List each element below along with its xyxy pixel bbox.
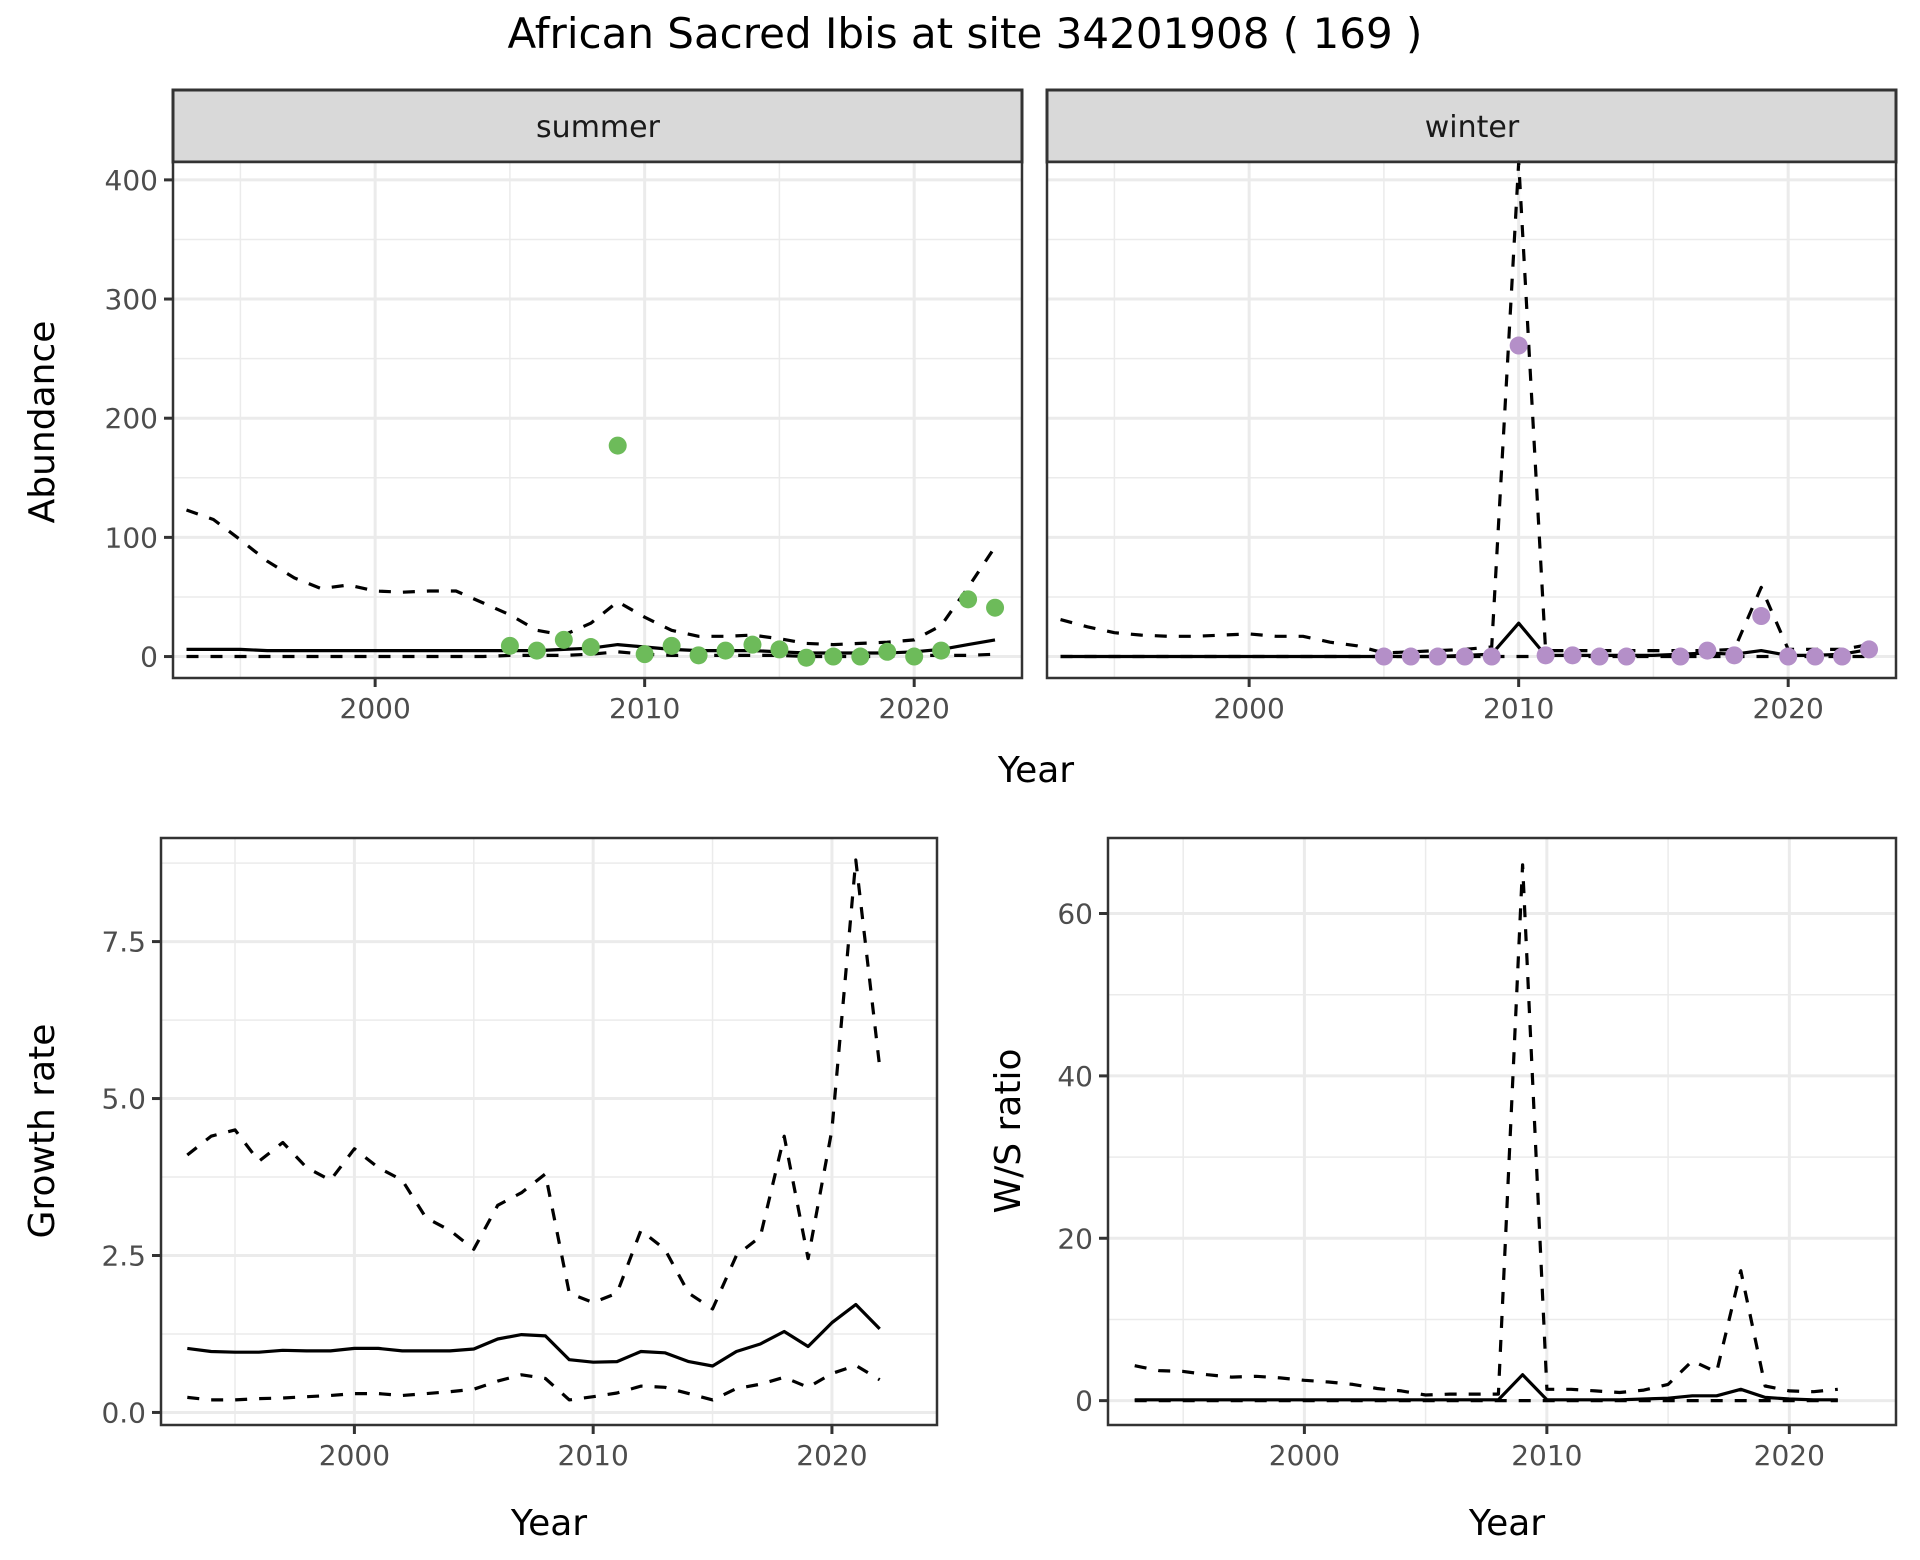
x-tick-label: 2000 [340,692,411,725]
x-tick-label: 2000 [1214,692,1285,725]
panel-frame [1045,160,1898,680]
data-point [1536,646,1555,665]
ws-x-axis-title: Year [1468,1503,1545,1544]
x-tick-label: 2010 [558,1439,629,1472]
data-point [1779,647,1798,666]
ws-y-axis-title: W/S ratio [988,1048,1029,1213]
data-point [689,646,708,665]
plot-background [1108,838,1896,1425]
x-tick-label: 2020 [879,692,950,725]
data-point [743,635,762,654]
y-tick-label: 0 [1075,1385,1093,1418]
series-line-estimate [187,1302,881,1368]
x-tick-label: 2010 [1511,1439,1582,1472]
data-point [608,436,627,455]
data-point [1806,647,1825,666]
y-tick-label: 100 [105,521,158,554]
x-tick-label: 2020 [1754,1439,1825,1472]
data-point [770,640,789,659]
data-point [1428,647,1447,666]
strip-winter [1045,88,1898,164]
data-point [716,641,735,660]
data-point [1401,647,1420,666]
data-point [527,641,546,660]
data-point [959,590,978,609]
y-tick-label: 0.0 [101,1396,146,1429]
y-tick-label: 200 [105,402,158,435]
top-x-axis-title: Year [997,750,1074,791]
x-tick-label: 2020 [1753,692,1824,725]
data-point [500,636,519,655]
panel-abundance-winter: 2000 2010 2020 [1045,160,1898,725]
panel-frame [171,160,1024,680]
data-point [1563,646,1582,665]
strip-label-summer: summer [536,110,661,145]
y-tick-label: 7.5 [101,926,146,959]
plot-background [173,162,1022,678]
data-point [554,630,573,649]
growth-y-axis-title: Growth rate [22,1024,63,1239]
data-point [1590,647,1609,666]
data-point [635,645,654,664]
x-tick-label: 2020 [796,1439,867,1472]
panel-ws-ratio: 2000 2010 2020 0 20 40 60 [1057,836,1898,1472]
x-tick-label: 2010 [1483,692,1554,725]
panel-frame [159,836,939,1427]
data-point [1752,607,1771,626]
data-point [1725,646,1744,665]
plot-background [161,838,937,1425]
panel-abundance-summer: 2000 2010 2020 0 100 200 300 400 [105,160,1024,725]
data-point [851,647,870,666]
data-point [824,647,843,666]
top-y-axis-title: Abundance [22,321,63,524]
y-tick-label: 20 [1057,1222,1093,1255]
y-tick-label: 40 [1057,1060,1093,1093]
data-point [581,638,600,657]
y-tick-label: 5.0 [101,1083,146,1116]
data-point [1833,647,1852,666]
y-tick-label: 2.5 [101,1239,146,1272]
data-point [878,642,897,661]
y-tick-label: 0 [140,641,158,674]
figure-title: African Sacred Ibis at site 34201908 ( 1… [508,9,1423,58]
data-point [1698,641,1717,660]
panel-frame [1106,836,1898,1427]
data-point [797,648,816,667]
data-point [1509,336,1528,355]
data-point [1482,647,1501,666]
series-line-upper [186,858,882,1311]
data-point [905,647,924,666]
data-point [932,641,951,660]
data-point [1455,647,1474,666]
data-point [1860,640,1879,659]
growth-x-axis-title: Year [510,1503,587,1544]
strip-label-winter: winter [1425,110,1520,145]
y-tick-label: 60 [1057,898,1093,931]
panel-growth-rate: 2000 2010 2020 0.0 2.5 5.0 7.5 [101,836,939,1472]
x-tick-label: 2000 [319,1439,390,1472]
data-point [986,598,1005,617]
y-tick-label: 300 [105,283,158,316]
data-point [662,636,681,655]
data-point [1617,647,1636,666]
series-line-estimate [1134,1373,1838,1402]
strip-summer [171,88,1024,164]
data-point [1374,647,1393,666]
x-tick-label: 2010 [609,692,680,725]
y-tick-label: 400 [105,164,158,197]
series-line-upper [185,508,997,647]
plot-background [1047,162,1896,678]
data-point [1671,647,1690,666]
x-tick-label: 2000 [1269,1439,1340,1472]
